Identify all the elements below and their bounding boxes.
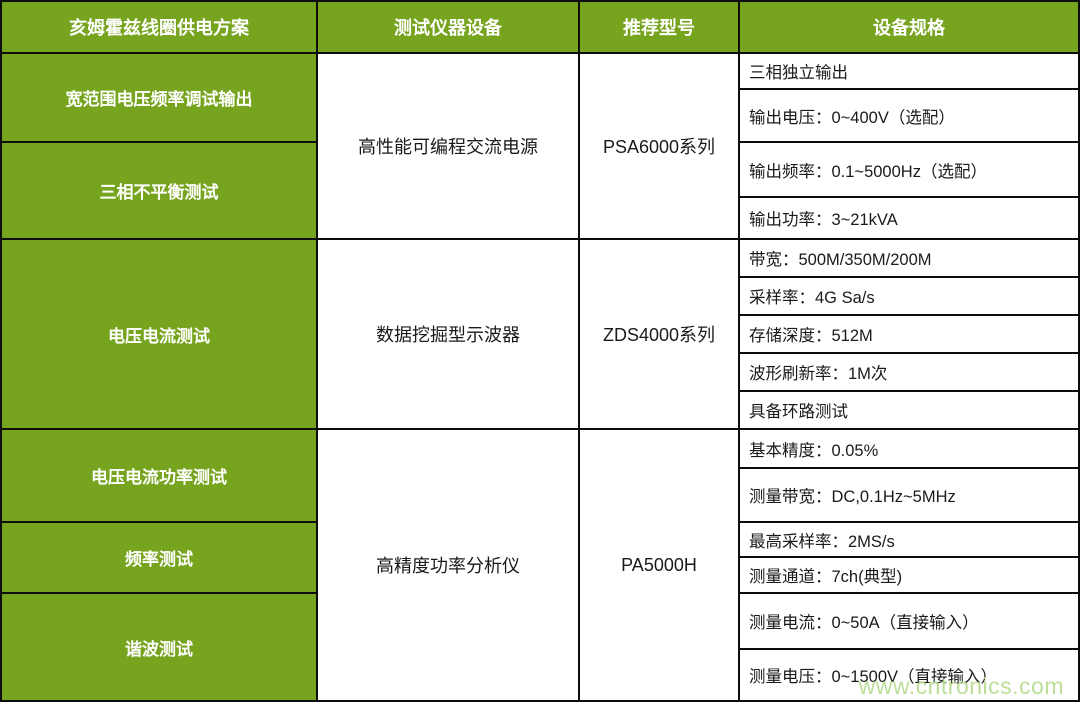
spec-cell: 输出功率：3~21kVA [738,196,1080,240]
device-cell: 数据挖掘型示波器 [316,238,580,430]
table-row: 具备环路测试 [1,390,1080,430]
spec-cell: 测量电流：0~50A（直接输入） [738,592,1080,650]
table-row: 输出电压：0~400V（选配） [1,88,1080,143]
table-row: 电压电流功率测试 高精度功率分析仪 PA5000H 基本精度：0.05% [0,428,1080,702]
category-cell: 电压电流测试 [0,238,318,430]
table-row: 采样率：4G Sa/s [1,276,1080,316]
spec-cell: 存储深度：512M [738,314,1080,354]
category-cell: 频率测试 [0,521,318,594]
model-cell: PSA6000系列 [578,52,740,240]
spec-cell: 带宽：500M/350M/200M [738,238,1080,278]
spec-cell: 测量通道：7ch(典型) [738,556,1080,594]
device-cell: 高精度功率分析仪 [316,428,580,702]
spec-cell: 测量带宽：DC,0.1Hz~5MHz [738,467,1080,523]
category-cell: 宽范围电压频率调试输出 [0,52,318,143]
spec-cell: 三相独立输出 [738,52,1080,90]
model-cell: PA5000H [578,428,740,702]
category-cell: 电压电流功率测试 [0,428,318,523]
table-row: 三相不平衡测试 输出频率：0.1~5000Hz（选配） [0,141,1080,240]
table-row: 输出功率：3~21kVA [1,196,1080,240]
spec-cell: 波形刷新率：1M次 [738,352,1080,392]
table-row: 测量电压：0~1500V（直接输入） [1,648,1080,702]
spec-cell: 输出电压：0~400V（选配） [738,88,1080,143]
table-row: 测量通道：7ch(典型) [1,556,1080,594]
header-solution: 亥姆霍兹线圈供电方案 [0,0,318,54]
category-cell: 三相不平衡测试 [0,141,318,240]
table-row: 频率测试 最高采样率：2MS/s [0,521,1080,594]
table-row: 电压电流测试 数据挖掘型示波器 ZDS4000系列 带宽：500M/350M/2… [0,238,1080,430]
header-model: 推荐型号 [578,0,740,54]
model-cell: ZDS4000系列 [578,238,740,430]
table-row: 测量带宽：DC,0.1Hz~5MHz [1,467,1080,523]
category-cell: 谐波测试 [0,592,318,702]
table-row: 波形刷新率：1M次 [1,352,1080,392]
spec-cell: 采样率：4G Sa/s [738,276,1080,316]
header-equipment: 测试仪器设备 [316,0,580,54]
table-row: 宽范围电压频率调试输出 高性能可编程交流电源 PSA6000系列 三相独立输出 [0,52,1080,240]
spec-cell: 最高采样率：2MS/s [738,521,1080,558]
spec-cell: 基本精度：0.05% [738,428,1080,469]
spec-cell: 输出频率：0.1~5000Hz（选配） [738,141,1080,198]
table-row: 存储深度：512M [1,314,1080,354]
spec-cell: 测量电压：0~1500V（直接输入） [738,648,1080,702]
header-row: 亥姆霍兹线圈供电方案 测试仪器设备 推荐型号 设备规格 [0,0,1080,54]
header-specs: 设备规格 [738,0,1080,54]
table-row: 谐波测试 测量电流：0~50A（直接输入） [0,592,1080,702]
spec-cell: 具备环路测试 [738,390,1080,430]
device-cell: 高性能可编程交流电源 [316,52,580,240]
